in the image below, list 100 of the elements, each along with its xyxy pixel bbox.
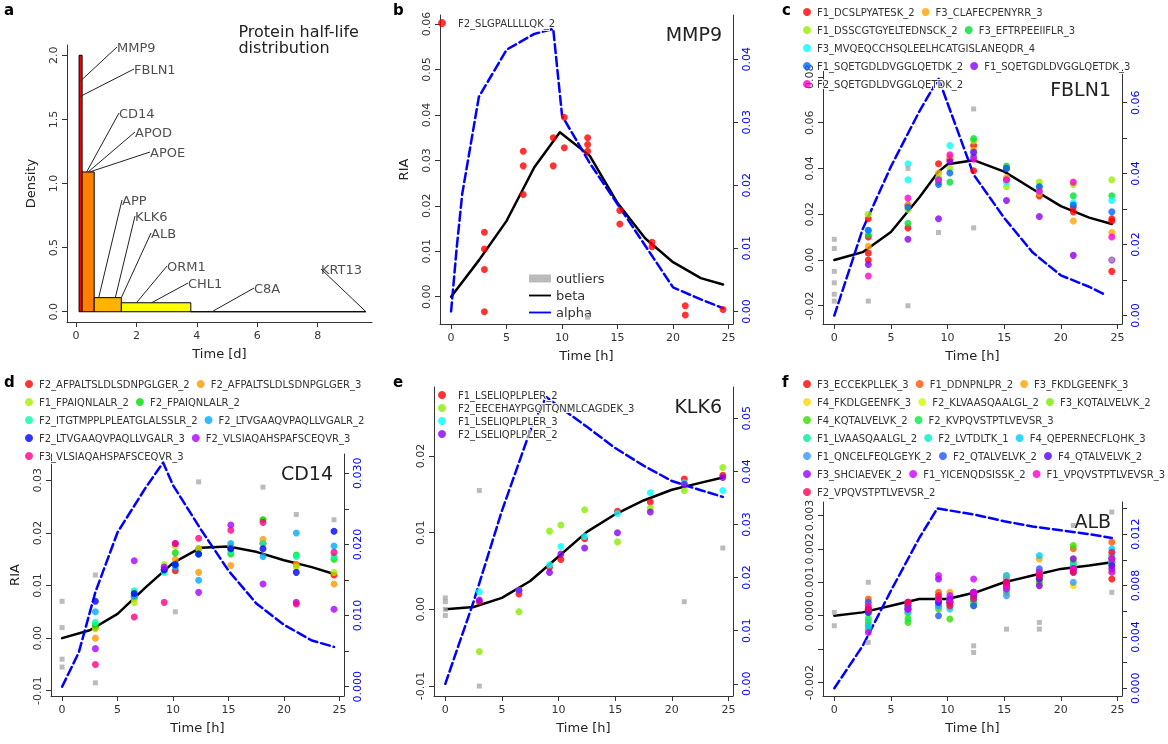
chart-title: MMP9 xyxy=(665,22,723,45)
y-tick-label: 0.03 xyxy=(420,148,433,173)
x-tick-label: 6 xyxy=(253,329,261,342)
y-tick-label: 0.02 xyxy=(803,201,816,227)
annotation: KRT13 xyxy=(321,261,363,277)
legend-label: F4_QTALVELVK_2 xyxy=(1057,450,1142,463)
legend-label: F2_ITGTMPPLPLEATGLALSSLR_2 xyxy=(39,414,198,427)
x-tick-label: 4 xyxy=(193,329,201,342)
legend-label: F1_DCSLPYATESK_2 xyxy=(817,6,915,19)
y-axis-title: RIA xyxy=(396,158,411,181)
x-tick-label: 5 xyxy=(887,331,895,344)
x-axis-title: Time [h] xyxy=(944,348,1000,363)
y2-tick-label: 0.04 xyxy=(740,459,753,484)
legend-label: beta xyxy=(556,288,586,303)
x-axis-title: Time [h] xyxy=(555,720,611,735)
annotation: APOD xyxy=(135,124,172,140)
y2-tick-label: 0.04 xyxy=(740,46,753,72)
annotation: FBLN1 xyxy=(134,61,176,77)
y-tick-label: 1.5 xyxy=(47,110,60,129)
legend-label: F1_LVAASQAALGL_2 xyxy=(817,432,918,445)
y2-tick-label: 0.01 xyxy=(740,618,753,643)
y-tick-label: 0.02 xyxy=(414,443,427,469)
legend-label: F3_KQTALVELVK_2 xyxy=(1059,396,1151,409)
y-tick-label: -0.01 xyxy=(414,671,427,701)
x-tick-label: 15 xyxy=(610,331,625,344)
x-axis-title: Time [h] xyxy=(558,348,614,363)
y2-tick-label: 0.02 xyxy=(740,173,753,198)
x-tick-label: 20 xyxy=(277,703,292,716)
chart-title: Protein half-life distribution xyxy=(238,21,364,57)
legend-label: alpha xyxy=(556,305,593,320)
text: a xyxy=(4,0,15,19)
legend-label: F2_SLGPALLLLQK_2 xyxy=(458,17,556,30)
y-tick-label: 0.04 xyxy=(420,102,433,128)
x-tick-label: 5 xyxy=(498,703,506,716)
legend-label: F2_AFPALTSLDLSDNPGLGER_3 xyxy=(210,378,362,391)
y-tick-label: 0.03 xyxy=(31,468,44,493)
y-tick-label: 0.06 xyxy=(803,110,816,135)
y-tick-label: 0.01 xyxy=(31,573,44,598)
x-tick-label: 15 xyxy=(221,703,236,716)
legend-label: F1_VPQVSTPTLVEVSR_3 xyxy=(1046,468,1166,481)
text: d xyxy=(4,372,15,391)
x-tick-label: 0 xyxy=(830,331,838,344)
annotation: C8A xyxy=(254,280,281,296)
legend-label: F4_FKDLGEENFK_3 xyxy=(817,396,912,409)
y2-tick-label: 0.04 xyxy=(1129,161,1142,186)
x-tick-label: 25 xyxy=(332,703,347,716)
chart-title: FBLN1 xyxy=(1050,77,1112,100)
y2-tick-label: 0.02 xyxy=(1129,232,1142,257)
legend-label: F2_LVTDLTK_1 xyxy=(938,432,1009,445)
x-axis-title: Time [h] xyxy=(944,720,1000,735)
y-tick-label: 0.04 xyxy=(803,156,816,181)
y-tick-label: 0.0 xyxy=(47,302,60,321)
legend-label: F2_KVPQVSTPTLVEVSR_3 xyxy=(928,414,1054,427)
y-tick-label: 0.001 xyxy=(803,566,816,599)
y2-tick-label: 0.00 xyxy=(740,671,753,697)
annotation: ORM1 xyxy=(167,258,206,274)
legend-label: F1_QNCELFEQLGEYK_2 xyxy=(817,450,932,463)
legend-label: F2_VPQVSTPTLVEVSR_2 xyxy=(817,486,936,499)
text: f xyxy=(782,372,789,391)
legend-label: F2_LTVGAAQVPAQLLVGALR_3 xyxy=(39,432,185,445)
y-tick-label: 0.00 xyxy=(420,284,433,309)
legend-label: F4_KQTALVELVK_2 xyxy=(817,414,908,427)
x-tick-label: 0 xyxy=(58,703,66,716)
x-tick-label: 15 xyxy=(997,703,1012,716)
x-tick-label: 10 xyxy=(940,331,955,344)
legend-label: F1_SQETGDLDVGGLQETDK_2 xyxy=(817,60,964,73)
chart-title: ALB xyxy=(1074,509,1112,532)
y-tick-label: 2.0 xyxy=(47,46,60,65)
y2-tick-label: 0.02 xyxy=(740,565,753,590)
y-tick-label: 0.00 xyxy=(414,597,427,622)
x-tick-label: 0 xyxy=(447,331,455,344)
legend-label: F3_SHCIAEVEK_2 xyxy=(817,468,903,481)
y2-tick-label: 0.008 xyxy=(1129,569,1142,602)
x-tick-label: 2 xyxy=(132,329,140,342)
legend-label: F2_LTVGAAQVPAQLLVGALR_2 xyxy=(218,414,365,427)
x-tick-label: 25 xyxy=(1110,703,1125,716)
annotation: KLK6 xyxy=(135,208,168,224)
legend-label: F3_ECCEKPLLEK_3 xyxy=(817,378,909,391)
x-tick-label: 10 xyxy=(555,331,570,344)
legend-label: F1_DDNPNLPR_2 xyxy=(929,378,1014,391)
legend-label: F2_FPAIQNLALR_2 xyxy=(149,396,240,409)
y-tick-label: 0.003 xyxy=(803,499,816,532)
legend-label: F1_SQETGDLDVGGLQETDK_3 xyxy=(984,60,1131,73)
y-tick-label: 1.0 xyxy=(47,174,60,193)
annotation: APP xyxy=(122,192,147,208)
y-tick-label: -0.01 xyxy=(31,676,44,705)
x-tick-label: 25 xyxy=(721,331,736,344)
y2-tick-label: 0.030 xyxy=(351,457,364,489)
x-tick-label: 20 xyxy=(666,331,681,344)
y-tick-label: 0.02 xyxy=(420,193,433,219)
y-tick-label: 0.000 xyxy=(803,599,816,632)
y2-tick-label: 0.00 xyxy=(740,299,753,324)
x-tick-label: 10 xyxy=(940,703,955,716)
x-tick-label: 5 xyxy=(503,331,511,344)
x-tick-label: 15 xyxy=(608,703,623,716)
legend-label: F2_QTALVELVK_2 xyxy=(952,450,1037,463)
y2-tick-label: 0.06 xyxy=(1129,90,1142,115)
x-tick-label: 15 xyxy=(997,331,1012,344)
x-axis-title: Time [h] xyxy=(169,720,225,735)
x-tick-label: 25 xyxy=(1110,331,1125,344)
